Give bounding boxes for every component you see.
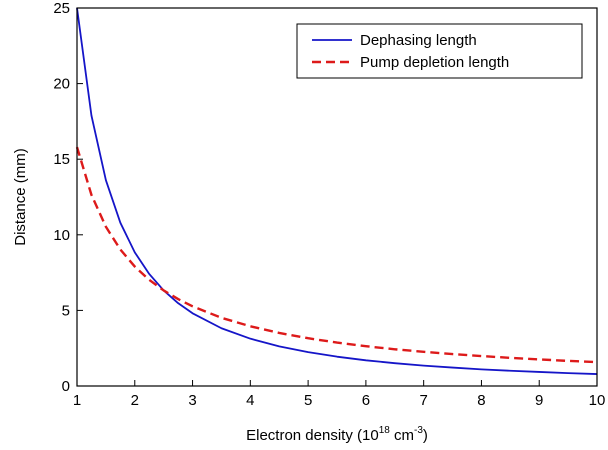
x-tick-label: 1 (73, 392, 81, 409)
y-tick-label: 20 (53, 76, 70, 93)
x-tick-label: 2 (131, 392, 139, 409)
series-line-pump-depletion-length (75, 146, 598, 364)
plot-area (75, 7, 598, 375)
legend-label-pump-depletion: Pump depletion length (360, 54, 509, 71)
x-tick-label: 3 (188, 392, 196, 409)
x-axis-title-part2: cm (390, 427, 414, 444)
legend: Dephasing length Pump depletion length (296, 23, 583, 79)
x-tick-label: 9 (535, 392, 543, 409)
x-axis-title: Electron density (1018 cm-3) (246, 425, 428, 444)
x-tick-label: 8 (477, 392, 485, 409)
x-tick-label: 5 (304, 392, 312, 409)
x-tick-label: 4 (246, 392, 254, 409)
y-tick-label: 15 (53, 151, 70, 168)
y-axis-title: Distance (mm) (12, 148, 29, 246)
plot-frame (76, 7, 598, 387)
y-tick-label: 0 (62, 378, 70, 395)
x-tick-label: 7 (419, 392, 427, 409)
y-tick-label: 10 (53, 227, 70, 244)
legend-box (296, 23, 583, 79)
y-tick-label: 25 (53, 0, 70, 17)
series-line-dephasing-length (76, 7, 598, 375)
x-axis-title-sup1: 18 (379, 425, 391, 436)
x-axis-title-sup2: -3 (414, 425, 423, 436)
axis-ticks: 1 2 3 4 5 6 7 8 9 10 0 5 10 15 20 25 (53, 0, 605, 409)
x-tick-label: 10 (589, 392, 606, 409)
y-tick-label: 5 (62, 302, 70, 319)
legend-label-dephasing: Dephasing length (360, 32, 477, 49)
x-tick-label: 6 (362, 392, 370, 409)
x-axis-title-part1: Electron density (10 (246, 427, 379, 444)
x-axis-title-part3: ) (423, 427, 428, 444)
